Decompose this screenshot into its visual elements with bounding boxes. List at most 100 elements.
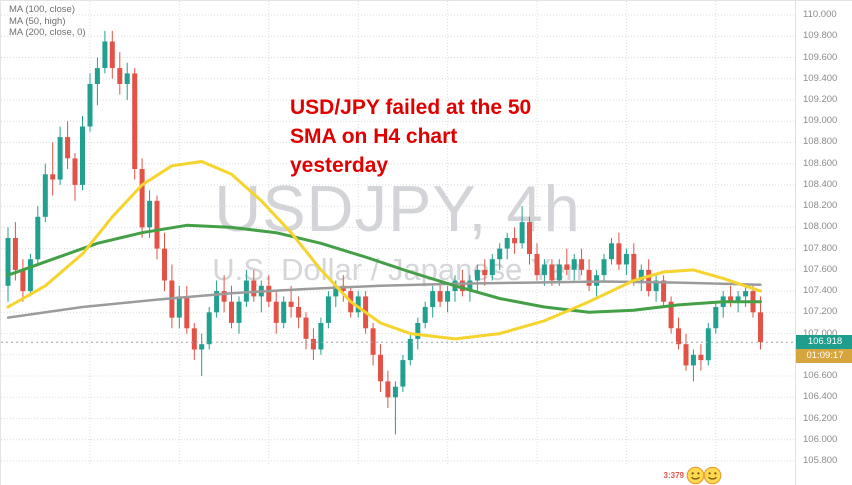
candle: [72, 153, 78, 201]
candle: [407, 333, 413, 366]
candle: [728, 285, 734, 307]
price-axis-label: 107.600: [803, 263, 838, 275]
candle: [288, 285, 294, 318]
candle: [169, 264, 175, 329]
candle: [199, 333, 205, 376]
candle: [80, 115, 85, 191]
candle: [504, 232, 510, 260]
candle: [690, 349, 696, 382]
candle: [705, 323, 711, 366]
candle: [661, 275, 667, 307]
legend-ma-200[interactable]: MA (200, close, 0): [9, 27, 86, 38]
candle: [713, 301, 719, 334]
candle: [355, 291, 361, 318]
price-axis-label: 108.800: [803, 136, 838, 148]
price-axis-label: 105.800: [803, 455, 838, 466]
candle: [87, 73, 93, 132]
last-price-badge: 106.918: [796, 335, 852, 350]
candle: [65, 121, 71, 169]
candle: [519, 206, 525, 249]
candle: [676, 317, 681, 350]
price-axis-label: 109.400: [803, 72, 838, 84]
ma-50-high-line: [6, 160, 762, 341]
candle: [325, 291, 331, 329]
candle: [623, 248, 629, 276]
countdown-badge: 01:09:17: [796, 349, 852, 364]
candle: [251, 269, 257, 302]
candle: [281, 296, 287, 329]
candle: [445, 285, 451, 313]
candle: [497, 243, 503, 270]
candle: [586, 259, 592, 292]
candle: [27, 253, 33, 297]
candle: [698, 344, 704, 371]
smiley-emoji-icon: [703, 466, 722, 485]
candle: [743, 285, 749, 307]
candle: [616, 232, 622, 270]
candle: [273, 291, 279, 334]
price-axis-label: 107.400: [803, 285, 838, 297]
candle: [191, 323, 197, 361]
candle: [176, 285, 182, 329]
candle: [117, 52, 123, 95]
annotation-text: USD/JPY failed at the 50 SMA on H4 chart…: [290, 93, 531, 180]
candle: [683, 333, 689, 371]
smiley-emoji-icon: [686, 466, 705, 485]
candle: [5, 227, 11, 302]
price-axis-label: 109.600: [803, 51, 838, 63]
candle: [139, 158, 145, 238]
candle: [668, 296, 674, 334]
candle: [601, 253, 607, 281]
candle: [12, 222, 18, 281]
annotation-line-1: USD/JPY failed at the 50: [290, 96, 532, 119]
candle: [534, 243, 540, 281]
candle: [609, 238, 614, 265]
price-axis-label: 110.000: [803, 9, 837, 20]
candle: [579, 248, 585, 276]
candle: [50, 142, 56, 196]
candle: [154, 195, 160, 260]
candle: [35, 206, 41, 265]
candle: [512, 227, 518, 254]
candle: [400, 354, 406, 392]
candle: [631, 243, 637, 286]
price-axis[interactable]: 106.918 01:09:17 110.000 109.800 109.600 10…: [795, 1, 852, 485]
price-axis-label: 109.200: [803, 94, 838, 105]
candle: [94, 57, 100, 106]
candle: [206, 307, 212, 350]
candle: [467, 275, 473, 302]
candle: [318, 317, 324, 355]
smiley-emoji-icons[interactable]: [686, 466, 722, 485]
price-axis-label: 108.000: [803, 221, 838, 233]
legend-ma-50[interactable]: MA (50, high): [9, 15, 66, 27]
candle: [124, 62, 130, 100]
price-axis-label: 109.800: [803, 30, 838, 42]
price-axis-label: 106.200: [803, 412, 838, 424]
candle: [236, 296, 242, 334]
legend-ma-100[interactable]: MA (100, close): [9, 4, 75, 15]
reactions-widget[interactable]: 3:379: [664, 466, 722, 485]
ma-100-close-line: [6, 223, 762, 314]
candle: [720, 291, 726, 318]
price-axis-label: 108.200: [803, 200, 838, 212]
candle: [258, 280, 264, 313]
candle: [184, 285, 190, 334]
candle: [132, 68, 138, 180]
candle: [392, 381, 398, 435]
chart-area[interactable]: USDJPY, 4h U.S. Dollar / Japanese Yen MA…: [1, 1, 794, 485]
price-axis-label: 106.600: [803, 370, 838, 381]
candle: [109, 30, 115, 79]
candle: [430, 285, 436, 318]
candle: [378, 344, 383, 392]
candle: [758, 296, 763, 350]
candle: [564, 248, 570, 276]
price-axis-label: 109.000: [803, 115, 838, 127]
candle: [42, 163, 48, 223]
candle: [57, 126, 63, 185]
price-axis-label: 106.000: [803, 433, 838, 445]
candlestick-plot[interactable]: [1, 1, 794, 485]
candle: [482, 259, 488, 286]
candle: [594, 269, 600, 297]
candle: [422, 301, 428, 329]
